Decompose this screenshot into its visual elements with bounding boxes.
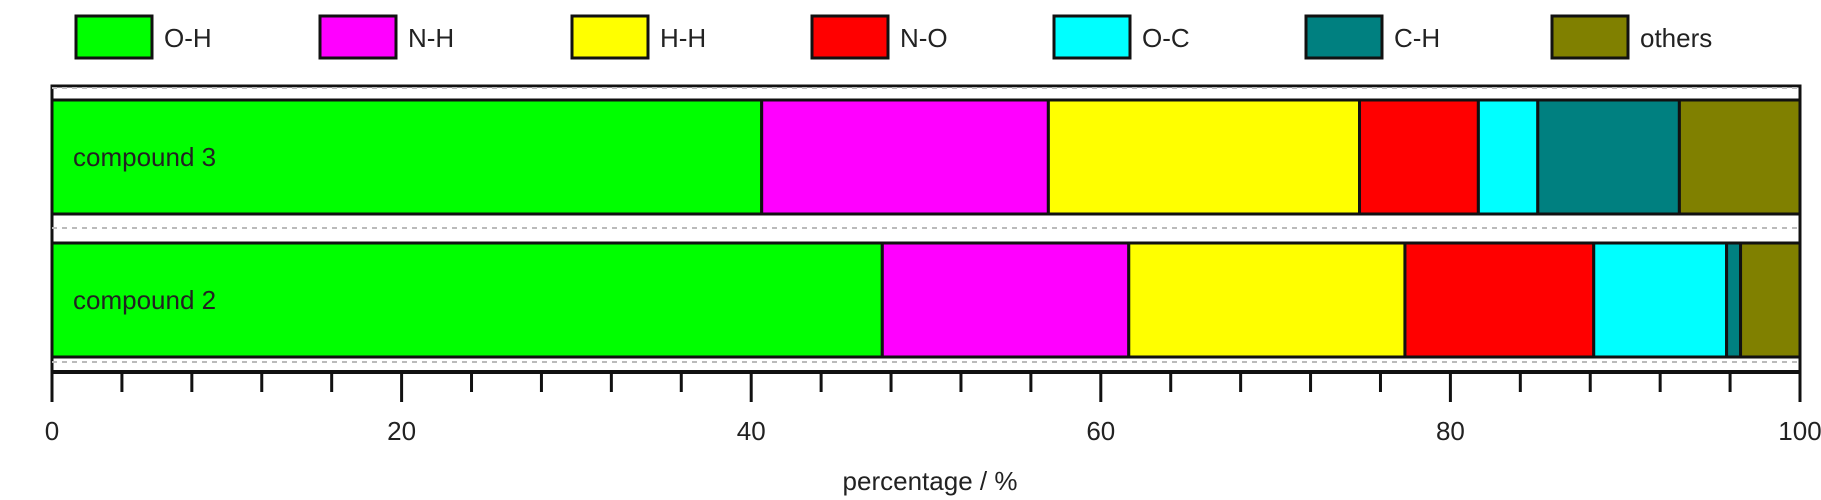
bar-compound-3-H-H: [1046, 98, 1362, 216]
category-label-compound-2: compound 2: [73, 285, 216, 315]
legend-item-N-H: N-H: [318, 14, 454, 60]
x-tick-label-60: 60: [1086, 416, 1115, 446]
legend: O-H N-H H-H N-O O-C C-H others: [74, 14, 1712, 60]
bar-compound-2-N-H: [880, 241, 1131, 359]
x-tick-label-80: 80: [1436, 416, 1465, 446]
bar-compound-2-C-H: [1725, 241, 1743, 359]
legend-item-O-H: O-H: [74, 14, 212, 60]
bar-compound-3-O-H: [50, 98, 764, 216]
x-axis-label: percentage / %: [843, 466, 1018, 496]
legend-label-O-H: O-H: [164, 23, 212, 53]
legend-swatch-N-O: [810, 14, 890, 60]
x-tick-label-0: 0: [45, 416, 59, 446]
legend-swatch-O-C: [1052, 14, 1132, 60]
legend-label-others: others: [1640, 23, 1712, 53]
legend-swatch-N-H: [318, 14, 398, 60]
bar-compound-3-N-H: [760, 98, 1050, 216]
x-tick-label-100: 100: [1778, 416, 1821, 446]
bar-compound-2-others: [1739, 241, 1802, 359]
bar-compound-3-others: [1677, 98, 1802, 216]
bar-compound-2-O-C: [1592, 241, 1729, 359]
legend-swatch-O-H: [74, 14, 154, 60]
category-label-compound-3: compound 3: [73, 142, 216, 172]
legend-label-N-H: N-H: [408, 23, 454, 53]
bar-compound-2-O-H: [50, 241, 884, 359]
bar-compound-2-H-H: [1127, 241, 1407, 359]
legend-swatch-others: [1550, 14, 1630, 60]
legend-item-O-C: O-C: [1052, 14, 1190, 60]
legend-label-H-H: H-H: [660, 23, 706, 53]
legend-label-C-H: C-H: [1394, 23, 1440, 53]
bar-compound-3-N-O: [1358, 98, 1480, 216]
bar-compound-3-C-H: [1536, 98, 1681, 216]
legend-item-C-H: C-H: [1304, 14, 1440, 60]
x-tick-label-20: 20: [387, 416, 416, 446]
legend-label-N-O: N-O: [900, 23, 948, 53]
plot-area: compound 3 compound 2: [50, 84, 1802, 374]
bar-compound-2-N-O: [1403, 241, 1596, 359]
legend-swatch-H-H: [570, 14, 650, 60]
legend-item-H-H: H-H: [570, 14, 706, 60]
legend-label-O-C: O-C: [1142, 23, 1190, 53]
x-axis: 0 20 40 60 80 100: [45, 370, 1821, 446]
x-tick-label-40: 40: [737, 416, 766, 446]
legend-item-N-O: N-O: [810, 14, 948, 60]
legend-swatch-C-H: [1304, 14, 1384, 60]
bar-compound-3-O-C: [1476, 98, 1540, 216]
legend-item-others: others: [1550, 14, 1712, 60]
